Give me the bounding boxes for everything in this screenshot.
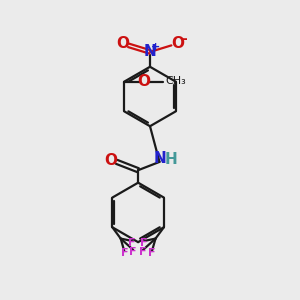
Text: F: F	[139, 247, 147, 257]
Text: N: N	[144, 44, 156, 59]
Text: O: O	[137, 74, 150, 89]
Text: N: N	[153, 151, 166, 166]
Text: F: F	[128, 238, 136, 248]
Text: F: F	[140, 238, 148, 248]
Text: H: H	[164, 152, 177, 167]
Text: O: O	[171, 36, 184, 51]
Text: F: F	[129, 247, 137, 257]
Text: F: F	[121, 248, 128, 258]
Text: O: O	[116, 36, 129, 51]
Text: F: F	[148, 248, 156, 258]
Text: +: +	[151, 42, 160, 52]
Text: CH₃: CH₃	[166, 76, 187, 86]
Text: O: O	[104, 153, 117, 168]
Text: -: -	[181, 32, 187, 46]
